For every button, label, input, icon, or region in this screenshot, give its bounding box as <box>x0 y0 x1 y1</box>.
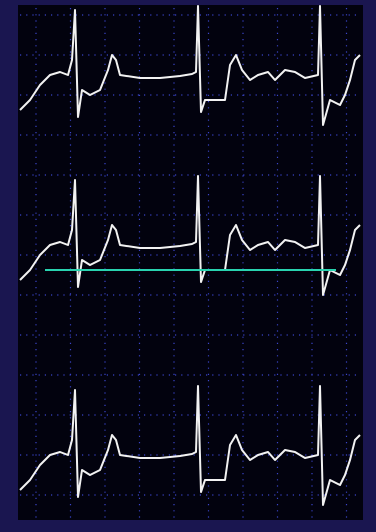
ecg-trace <box>19 385 361 506</box>
ecg-trace <box>19 175 361 296</box>
monitor-panel <box>18 5 363 520</box>
ecg-trace <box>19 5 361 126</box>
traces <box>19 5 361 506</box>
